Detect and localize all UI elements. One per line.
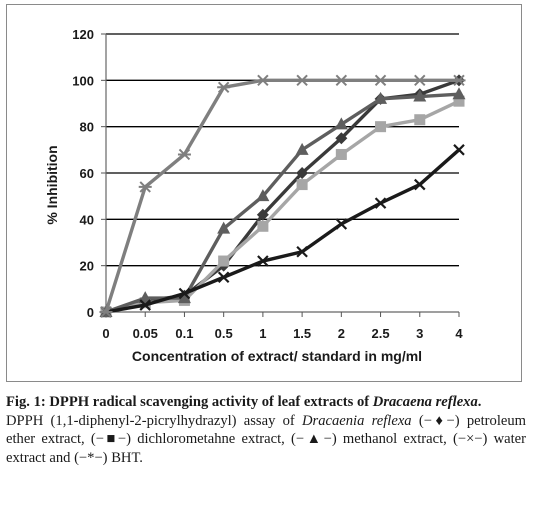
- data-point-dichloromethane-8: [414, 114, 426, 126]
- y-tick-label-3: 60: [80, 166, 94, 181]
- x-tick-label-1: 0.05: [133, 326, 158, 341]
- series-line-dichloromethane: [105, 99, 460, 314]
- figure-caption: Fig. 1: DPPH radical scavenging activity…: [6, 393, 526, 467]
- series-petroleum_ether: [100, 74, 465, 318]
- x-tick-label-8: 3: [416, 326, 423, 341]
- data-point-bht-2: [177, 148, 191, 161]
- y-tick-label-4: 80: [80, 120, 94, 135]
- data-point-dichloromethane-4: [257, 220, 269, 232]
- series-bht: [99, 74, 466, 318]
- data-point-water-5: [296, 245, 308, 258]
- data-point-water-3: [217, 271, 230, 284]
- chart-frame: 0 20 40 60 80 100 120 0 0.05 0.1 0.5 1 1.5 2 2.5 3 4 % I…: [6, 4, 522, 382]
- x-tick-label-9: 4: [455, 326, 463, 341]
- x-tick-label-7: 2.5: [372, 326, 390, 341]
- data-point-bht-4: [256, 74, 270, 87]
- caption-body-part-1: DPPH (1,1-diphenyl-2-picrylhydrazyl) ass…: [6, 412, 302, 429]
- x-tick-label-5: 1.5: [293, 326, 311, 341]
- series-dichloromethane: [100, 95, 465, 318]
- caption-title-suffix: .: [477, 394, 482, 410]
- data-point-bht-3: [217, 81, 231, 93]
- data-point-methanol-4: [256, 189, 270, 202]
- axes: [101, 33, 460, 317]
- data-point-methanol-8: [413, 89, 427, 102]
- x-axis-title: Concentration of extract/ standard in mg…: [132, 348, 422, 364]
- data-point-methanol-9: [452, 87, 466, 100]
- caption-title: Fig. 1: DPPH radical scavenging activity…: [6, 393, 526, 412]
- x-tick-label-4: 1: [259, 326, 266, 341]
- data-point-water-6: [335, 218, 348, 230]
- y-tick-label-5: 100: [72, 73, 94, 88]
- data-point-bht-8: [413, 74, 427, 87]
- data-point-dichloromethane-5: [296, 179, 308, 191]
- x-tick-label-3: 0.5: [215, 326, 233, 341]
- data-point-petroleum_ether-5: [296, 167, 309, 179]
- x-tick-label-6: 2: [338, 326, 345, 341]
- data-point-bht-0: [99, 306, 113, 318]
- tick-labels: 0 20 40 60 80 100 120 0 0.05 0.1 0.5 1 1.5 2 2.5 3 4: [72, 27, 463, 341]
- y-tick-label-0: 0: [87, 305, 94, 320]
- data-point-methanol-1: [138, 291, 152, 304]
- y-tick-label-1: 20: [80, 259, 94, 274]
- data-point-dichloromethane-9: [453, 95, 465, 107]
- data-point-petroleum_ether-6: [335, 132, 348, 145]
- line-chart: 0 20 40 60 80 100 120 0 0.05 0.1 0.5 1 1.5 2 2.5 3 4 % I…: [44, 27, 466, 364]
- x-tick-label-0: 0: [102, 326, 109, 341]
- data-point-bht-5: [295, 74, 309, 87]
- y-tick-label-2: 40: [80, 212, 94, 227]
- data-point-water-2: [178, 287, 191, 300]
- caption-body: DPPH (1,1-diphenyl-2-picrylhydrazyl) ass…: [6, 412, 526, 468]
- grid-lines: [106, 33, 459, 267]
- caption-body-part-2: (−♦−) petroleum ether extract, (−■−) dic…: [6, 412, 526, 466]
- y-tick-label-6: 120: [72, 27, 94, 42]
- data-point-petroleum_ether-4: [256, 208, 269, 221]
- series-line-water: [105, 148, 461, 314]
- data-point-bht-7: [374, 74, 388, 87]
- data-point-water-1: [139, 299, 151, 311]
- caption-title-prefix: Fig. 1: DPPH radical scavenging activity…: [6, 394, 373, 410]
- data-point-bht-1: [138, 181, 152, 193]
- caption-title-species: Dracaena reflexa: [372, 394, 478, 410]
- data-point-water-4: [257, 255, 269, 267]
- data-point-dichloromethane-3: [218, 255, 230, 267]
- data-point-water-9: [453, 144, 465, 156]
- data-point-methanol-5: [295, 142, 309, 155]
- data-point-methanol-6: [334, 117, 348, 130]
- series-line-petroleum_ether: [105, 78, 460, 314]
- y-axis-title: % Inhibition: [44, 145, 60, 224]
- data-point-dichloromethane-7: [375, 121, 387, 133]
- x-tick-label-2: 0.1: [175, 326, 193, 341]
- data-point-methanol-3: [217, 221, 231, 234]
- data-point-dichloromethane-6: [335, 148, 347, 160]
- data-point-bht-6: [334, 74, 348, 87]
- data-point-water-7: [374, 197, 387, 209]
- data-point-water-8: [414, 178, 426, 191]
- caption-body-species: Dracaenia reflexa: [301, 412, 412, 429]
- series-line-bht: [104, 78, 459, 313]
- series-layer: [99, 74, 466, 318]
- data-point-bht-9: [452, 74, 466, 87]
- data-point-methanol-2: [177, 291, 191, 304]
- data-point-methanol-7: [374, 91, 388, 104]
